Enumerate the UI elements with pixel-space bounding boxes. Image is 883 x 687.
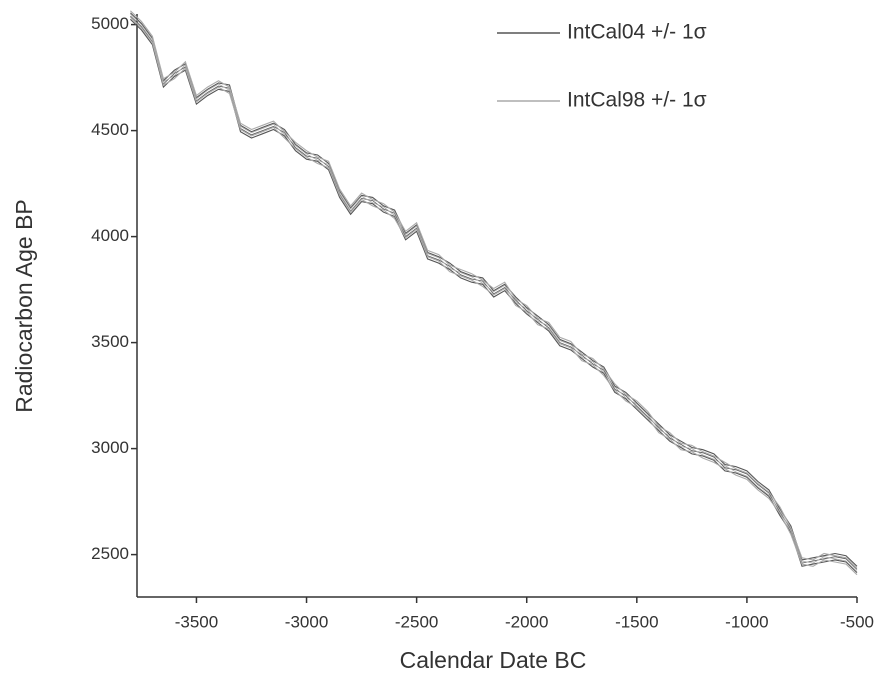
x-tick-label: -500 xyxy=(840,612,874,631)
sigma-line xyxy=(130,16,858,576)
y-axis-label: Radiocarbon Age BP xyxy=(11,199,37,413)
x-tick-label: -1000 xyxy=(725,612,768,631)
x-tick-label: -3500 xyxy=(175,612,218,631)
sigma-line xyxy=(130,10,858,569)
x-axis-label: Calendar Date BC xyxy=(400,647,587,673)
legend-label: IntCal04 +/- 1σ xyxy=(567,21,707,44)
y-tick-label: 3000 xyxy=(91,438,129,457)
y-tick-label: 5000 xyxy=(91,14,129,33)
y-tick-label: 4000 xyxy=(91,226,129,245)
sigma-line xyxy=(130,12,858,567)
series-line xyxy=(130,13,858,572)
y-tick-label: 3500 xyxy=(91,332,129,351)
sigma-line xyxy=(130,18,858,573)
y-tick-label: 4500 xyxy=(91,120,129,139)
x-tick-label: -2500 xyxy=(395,612,438,631)
x-tick-label: -3000 xyxy=(285,612,328,631)
series-line xyxy=(130,15,858,570)
x-tick-label: -2000 xyxy=(505,612,548,631)
legend-label: IntCal98 +/- 1σ xyxy=(567,89,707,112)
x-tick-label: -1500 xyxy=(615,612,658,631)
y-tick-label: 2500 xyxy=(91,544,129,563)
